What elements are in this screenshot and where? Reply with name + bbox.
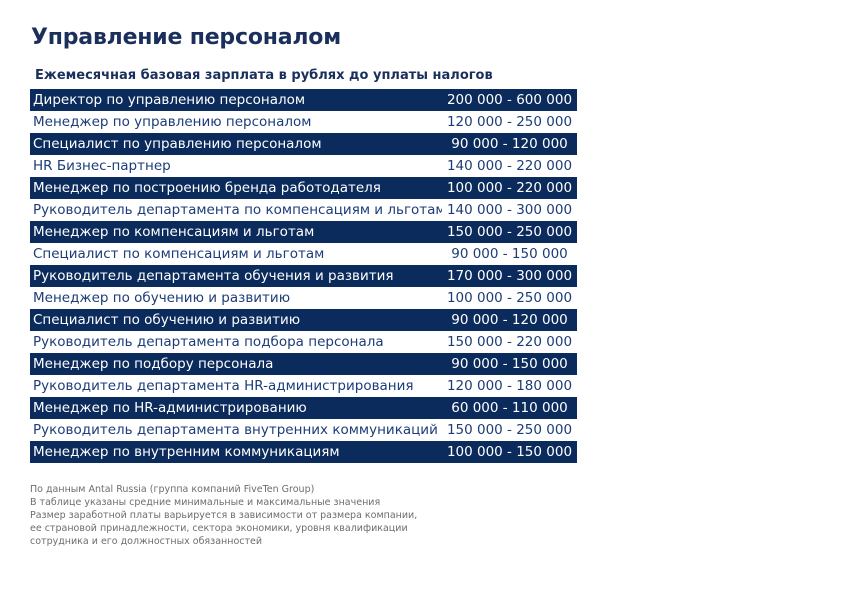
- table-row: HR Бизнес-партнер 140 000 - 220 000: [30, 155, 577, 177]
- row-position: Специалист по компенсациям и льготам: [33, 246, 325, 262]
- table-row: Руководитель департамента HR-администрир…: [30, 375, 577, 397]
- row-position: Руководитель департамента подбора персон…: [33, 334, 384, 350]
- row-position: Директор по управлению персоналом: [33, 92, 306, 108]
- row-position: Руководитель департамента по компенсация…: [33, 202, 442, 218]
- table-row: Специалист по компенсациям и льготам 90 …: [30, 243, 577, 265]
- table-row: Руководитель департамента внутренних ком…: [30, 419, 577, 441]
- row-salary-range: 90 000 - 120 000: [451, 312, 568, 328]
- row-salary-range: 100 000 - 250 000: [446, 290, 573, 306]
- row-salary-range: 100 000 - 150 000: [446, 444, 573, 460]
- table-row: Специалист по обучению и развитию 90 000…: [30, 309, 577, 331]
- row-salary-range: 200 000 - 600 000: [446, 92, 573, 108]
- row-position: Менеджер по HR-администрированию: [33, 400, 307, 416]
- row-position: Менеджер по компенсациям и льготам: [33, 224, 315, 240]
- salary-table: Директор по управлению персоналом 200 00…: [30, 89, 577, 463]
- page-title: Управление персоналом: [31, 25, 341, 50]
- table-row: Менеджер по HR-администрированию 60 000 …: [30, 397, 577, 419]
- row-position: Менеджер по построению бренда работодате…: [33, 180, 381, 196]
- row-salary-range: 90 000 - 150 000: [451, 246, 568, 262]
- table-row: Руководитель департамента по компенсация…: [30, 199, 577, 221]
- row-salary-range: 60 000 - 110 000: [451, 400, 568, 416]
- table-row: Менеджер по управлению персоналом 120 00…: [30, 111, 577, 133]
- footnote-line: Размер заработной платы варьируется в за…: [30, 510, 418, 521]
- table-row: Менеджер по внутренним коммуникациям 100…: [30, 441, 577, 463]
- row-salary-range: 90 000 - 150 000: [451, 356, 568, 372]
- table-row: Менеджер по компенсациям и льготам 150 0…: [30, 221, 577, 243]
- footnote-source: По данным Antal Russia (группа компаний …: [30, 484, 315, 495]
- row-position: Менеджер по управлению персоналом: [33, 114, 312, 130]
- table-row: Менеджер по подбору персонала 90 000 - 1…: [30, 353, 577, 375]
- row-salary-range: 120 000 - 180 000: [446, 378, 573, 394]
- footnote-line: ее страновой принадлежности, сектора эко…: [30, 523, 408, 534]
- footnote-line: сотрудника и его должностных обязанносте…: [30, 536, 263, 547]
- row-salary-range: 170 000 - 300 000: [446, 268, 573, 284]
- footnote-line: В таблице указаны средние минимальные и …: [30, 497, 381, 508]
- row-salary-range: 150 000 - 220 000: [446, 334, 573, 350]
- row-position: Специалист по управлению персоналом: [33, 136, 322, 152]
- table-row: Менеджер по обучению и развитию 100 000 …: [30, 287, 577, 309]
- row-salary-range: 140 000 - 300 000: [446, 202, 573, 218]
- row-salary-range: 100 000 - 220 000: [446, 180, 573, 196]
- row-position: Руководитель департамента HR-администрир…: [33, 378, 414, 394]
- row-position: Специалист по обучению и развитию: [33, 312, 301, 328]
- table-row: Специалист по управлению персоналом 90 0…: [30, 133, 577, 155]
- row-position: HR Бизнес-партнер: [33, 158, 171, 174]
- row-salary-range: 150 000 - 250 000: [446, 422, 573, 438]
- table-caption: Ежемесячная базовая зарплата в рублях до…: [35, 68, 493, 83]
- table-row: Руководитель департамента обучения и раз…: [30, 265, 577, 287]
- table-row: Директор по управлению персоналом 200 00…: [30, 89, 577, 111]
- row-position: Менеджер по внутренним коммуникациям: [33, 444, 340, 460]
- row-salary-range: 90 000 - 120 000: [451, 136, 568, 152]
- row-salary-range: 140 000 - 220 000: [446, 158, 573, 174]
- row-position: Менеджер по подбору персонала: [33, 356, 274, 372]
- row-salary-range: 120 000 - 250 000: [446, 114, 573, 130]
- row-salary-range: 150 000 - 250 000: [446, 224, 573, 240]
- table-row: Руководитель департамента подбора персон…: [30, 331, 577, 353]
- row-position: Менеджер по обучению и развитию: [33, 290, 291, 306]
- row-position: Руководитель департамента внутренних ком…: [33, 422, 438, 438]
- row-position: Руководитель департамента обучения и раз…: [33, 268, 394, 284]
- table-row: Менеджер по построению бренда работодате…: [30, 177, 577, 199]
- footnotes: По данным Antal Russia (группа компаний …: [30, 483, 417, 548]
